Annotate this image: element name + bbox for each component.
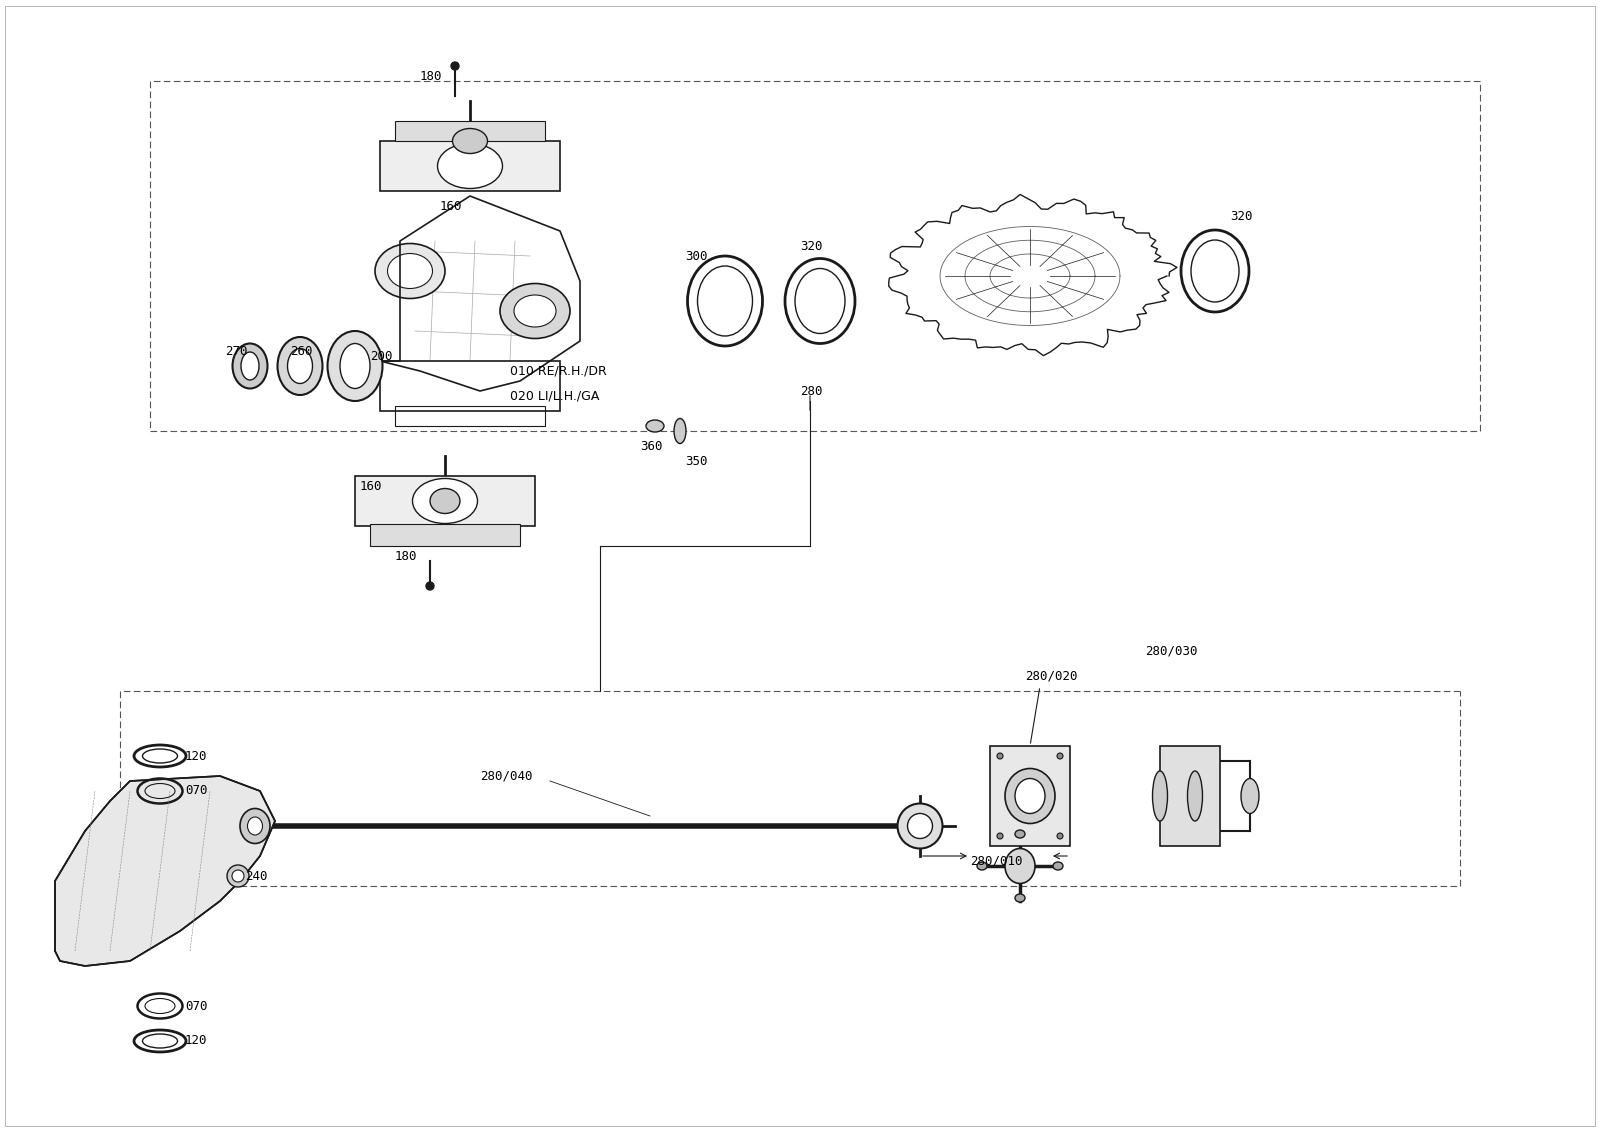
Ellipse shape <box>227 865 250 887</box>
Ellipse shape <box>997 753 1003 759</box>
Text: 120: 120 <box>186 750 208 762</box>
Ellipse shape <box>1152 771 1168 821</box>
Ellipse shape <box>240 809 270 844</box>
Text: 350: 350 <box>685 455 707 467</box>
Ellipse shape <box>248 817 262 835</box>
Ellipse shape <box>430 489 461 513</box>
Ellipse shape <box>907 813 933 838</box>
Ellipse shape <box>437 144 502 189</box>
Ellipse shape <box>1058 834 1062 839</box>
Text: 180: 180 <box>419 69 443 83</box>
Bar <box>370 524 520 546</box>
Ellipse shape <box>374 243 445 299</box>
Bar <box>395 406 546 426</box>
Bar <box>381 361 560 411</box>
Ellipse shape <box>339 344 370 389</box>
Text: 010 RE/R.H./DR: 010 RE/R.H./DR <box>510 364 606 378</box>
Text: 360: 360 <box>640 440 662 452</box>
Ellipse shape <box>1242 778 1259 813</box>
Ellipse shape <box>232 344 267 389</box>
Text: 180: 180 <box>395 550 418 562</box>
Text: 020 LI/L.H./GA: 020 LI/L.H./GA <box>510 389 600 403</box>
Bar <box>381 141 560 191</box>
Bar <box>395 121 546 141</box>
Ellipse shape <box>232 870 243 882</box>
Ellipse shape <box>898 803 942 848</box>
Text: 240: 240 <box>245 870 267 882</box>
Ellipse shape <box>1005 848 1035 883</box>
Ellipse shape <box>1005 768 1054 823</box>
Ellipse shape <box>387 253 432 288</box>
Ellipse shape <box>499 284 570 338</box>
Ellipse shape <box>514 295 557 327</box>
Text: 200: 200 <box>370 349 392 363</box>
Bar <box>1160 746 1221 846</box>
Ellipse shape <box>426 582 434 590</box>
Ellipse shape <box>674 418 686 443</box>
Ellipse shape <box>997 834 1003 839</box>
Ellipse shape <box>1187 771 1203 821</box>
Text: 280/020: 280/020 <box>1026 670 1077 682</box>
Text: 070: 070 <box>186 785 208 797</box>
Text: 070: 070 <box>186 1000 208 1012</box>
Ellipse shape <box>1014 778 1045 813</box>
Ellipse shape <box>451 62 459 70</box>
Ellipse shape <box>328 331 382 402</box>
Ellipse shape <box>1053 862 1062 870</box>
Text: 320: 320 <box>800 240 822 252</box>
Ellipse shape <box>646 420 664 432</box>
Ellipse shape <box>413 478 477 524</box>
Text: 120: 120 <box>186 1035 208 1047</box>
Ellipse shape <box>1014 893 1026 903</box>
Ellipse shape <box>277 337 323 395</box>
Text: 160: 160 <box>360 480 382 492</box>
Ellipse shape <box>1014 830 1026 838</box>
Text: 280/030: 280/030 <box>1146 645 1197 657</box>
Text: 280/040: 280/040 <box>480 769 533 783</box>
Polygon shape <box>54 776 275 966</box>
Ellipse shape <box>242 352 259 380</box>
Text: 160: 160 <box>440 199 462 213</box>
Text: 320: 320 <box>1230 209 1253 223</box>
Text: 280: 280 <box>800 385 822 397</box>
Bar <box>355 476 534 526</box>
Ellipse shape <box>453 129 488 154</box>
Ellipse shape <box>1058 753 1062 759</box>
Text: 260: 260 <box>290 345 312 357</box>
Bar <box>990 746 1070 846</box>
Ellipse shape <box>288 348 312 383</box>
Ellipse shape <box>978 862 987 870</box>
Text: 280/010: 280/010 <box>970 855 1022 867</box>
Text: 300: 300 <box>685 250 707 262</box>
Text: 270: 270 <box>226 345 248 357</box>
